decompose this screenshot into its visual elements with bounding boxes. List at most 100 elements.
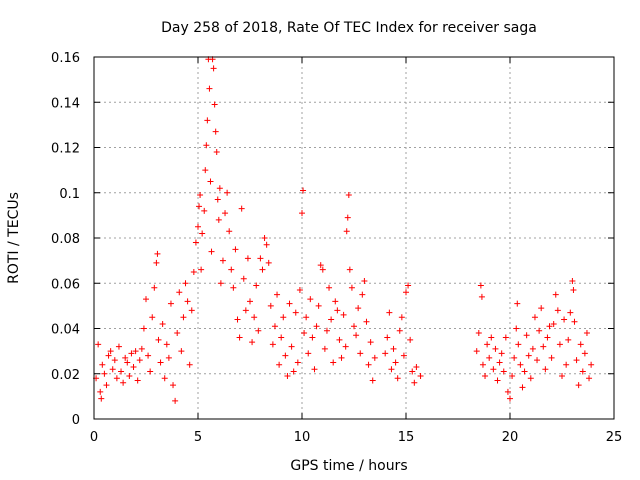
data-point [303,314,310,321]
data-point [284,373,291,380]
data-point [540,343,547,350]
data-point [392,359,399,366]
data-point [517,361,524,368]
data-point [496,359,503,366]
data-point [336,336,343,343]
data-point [151,284,158,291]
data-point [115,343,122,350]
data-point [216,185,223,192]
data-point [575,382,582,389]
data-point [226,228,233,235]
data-point [136,357,143,364]
data-point [411,379,418,386]
data-point [484,341,491,348]
data-point [118,368,125,375]
data-point [95,341,102,348]
data-point [579,368,586,375]
data-point [367,339,374,346]
data-point [207,178,214,185]
data-points [93,56,595,404]
data-point [344,214,351,221]
data-point [405,282,412,289]
data-point [294,359,301,366]
data-point [206,85,213,92]
data-point [550,320,557,327]
data-point [357,350,364,357]
data-point [355,305,362,312]
data-point [400,352,407,359]
data-point [161,375,168,382]
data-point [529,345,536,352]
data-point [196,203,203,210]
data-point [486,354,493,361]
data-point [126,373,133,380]
data-point [180,314,187,321]
data-point [559,373,565,380]
data-point [140,325,147,332]
data-point [145,352,152,359]
data-point [369,377,376,384]
data-point [176,289,183,296]
data-point [247,298,253,305]
data-point [296,287,303,294]
data-point [363,318,370,325]
data-point [165,354,172,361]
data-point [219,257,226,264]
data-point [494,377,501,384]
data-point [212,128,219,135]
data-point [477,282,484,289]
x-tick-label: 25 [606,430,623,445]
data-point [502,334,509,341]
data-point [167,300,174,307]
data-point [475,330,482,337]
data-point [172,397,179,404]
data-point [278,334,285,341]
data-point [353,332,360,339]
data-point [479,361,486,368]
data-point [563,361,570,368]
data-point [286,300,293,307]
data-point [215,216,222,223]
data-point [107,348,114,355]
data-point [282,352,289,359]
y-tick-label: 0.08 [51,232,80,247]
x-axis-label: GPS time / hours [290,458,407,474]
data-point [396,327,403,334]
data-point [210,65,217,72]
data-point [409,368,416,375]
data-point [313,323,320,330]
data-point [342,343,349,350]
x-tick-label: 5 [194,430,202,445]
data-point [384,334,391,341]
data-point [244,255,251,262]
data-point [143,296,149,303]
data-point [204,117,211,124]
data-point [571,318,578,325]
data-point [544,334,551,341]
data-point [565,336,572,343]
data-point [317,262,324,269]
data-point [263,241,270,248]
data-point [561,316,568,323]
data-point [309,334,316,341]
data-point [583,330,590,337]
data-point [292,309,299,316]
data-point [300,187,307,194]
data-point [299,210,305,217]
data-point [211,101,218,108]
y-tick-label: 0.14 [51,96,80,111]
data-point [174,330,181,337]
data-point [570,287,577,294]
data-point [577,341,584,348]
data-point [197,192,204,199]
data-point [132,348,139,355]
grid [94,57,614,419]
data-point [515,341,522,348]
data-point [482,373,489,380]
data-point [586,375,593,382]
data-point [531,314,538,321]
data-point [182,280,189,287]
data-point [488,334,495,341]
data-point [230,284,237,291]
